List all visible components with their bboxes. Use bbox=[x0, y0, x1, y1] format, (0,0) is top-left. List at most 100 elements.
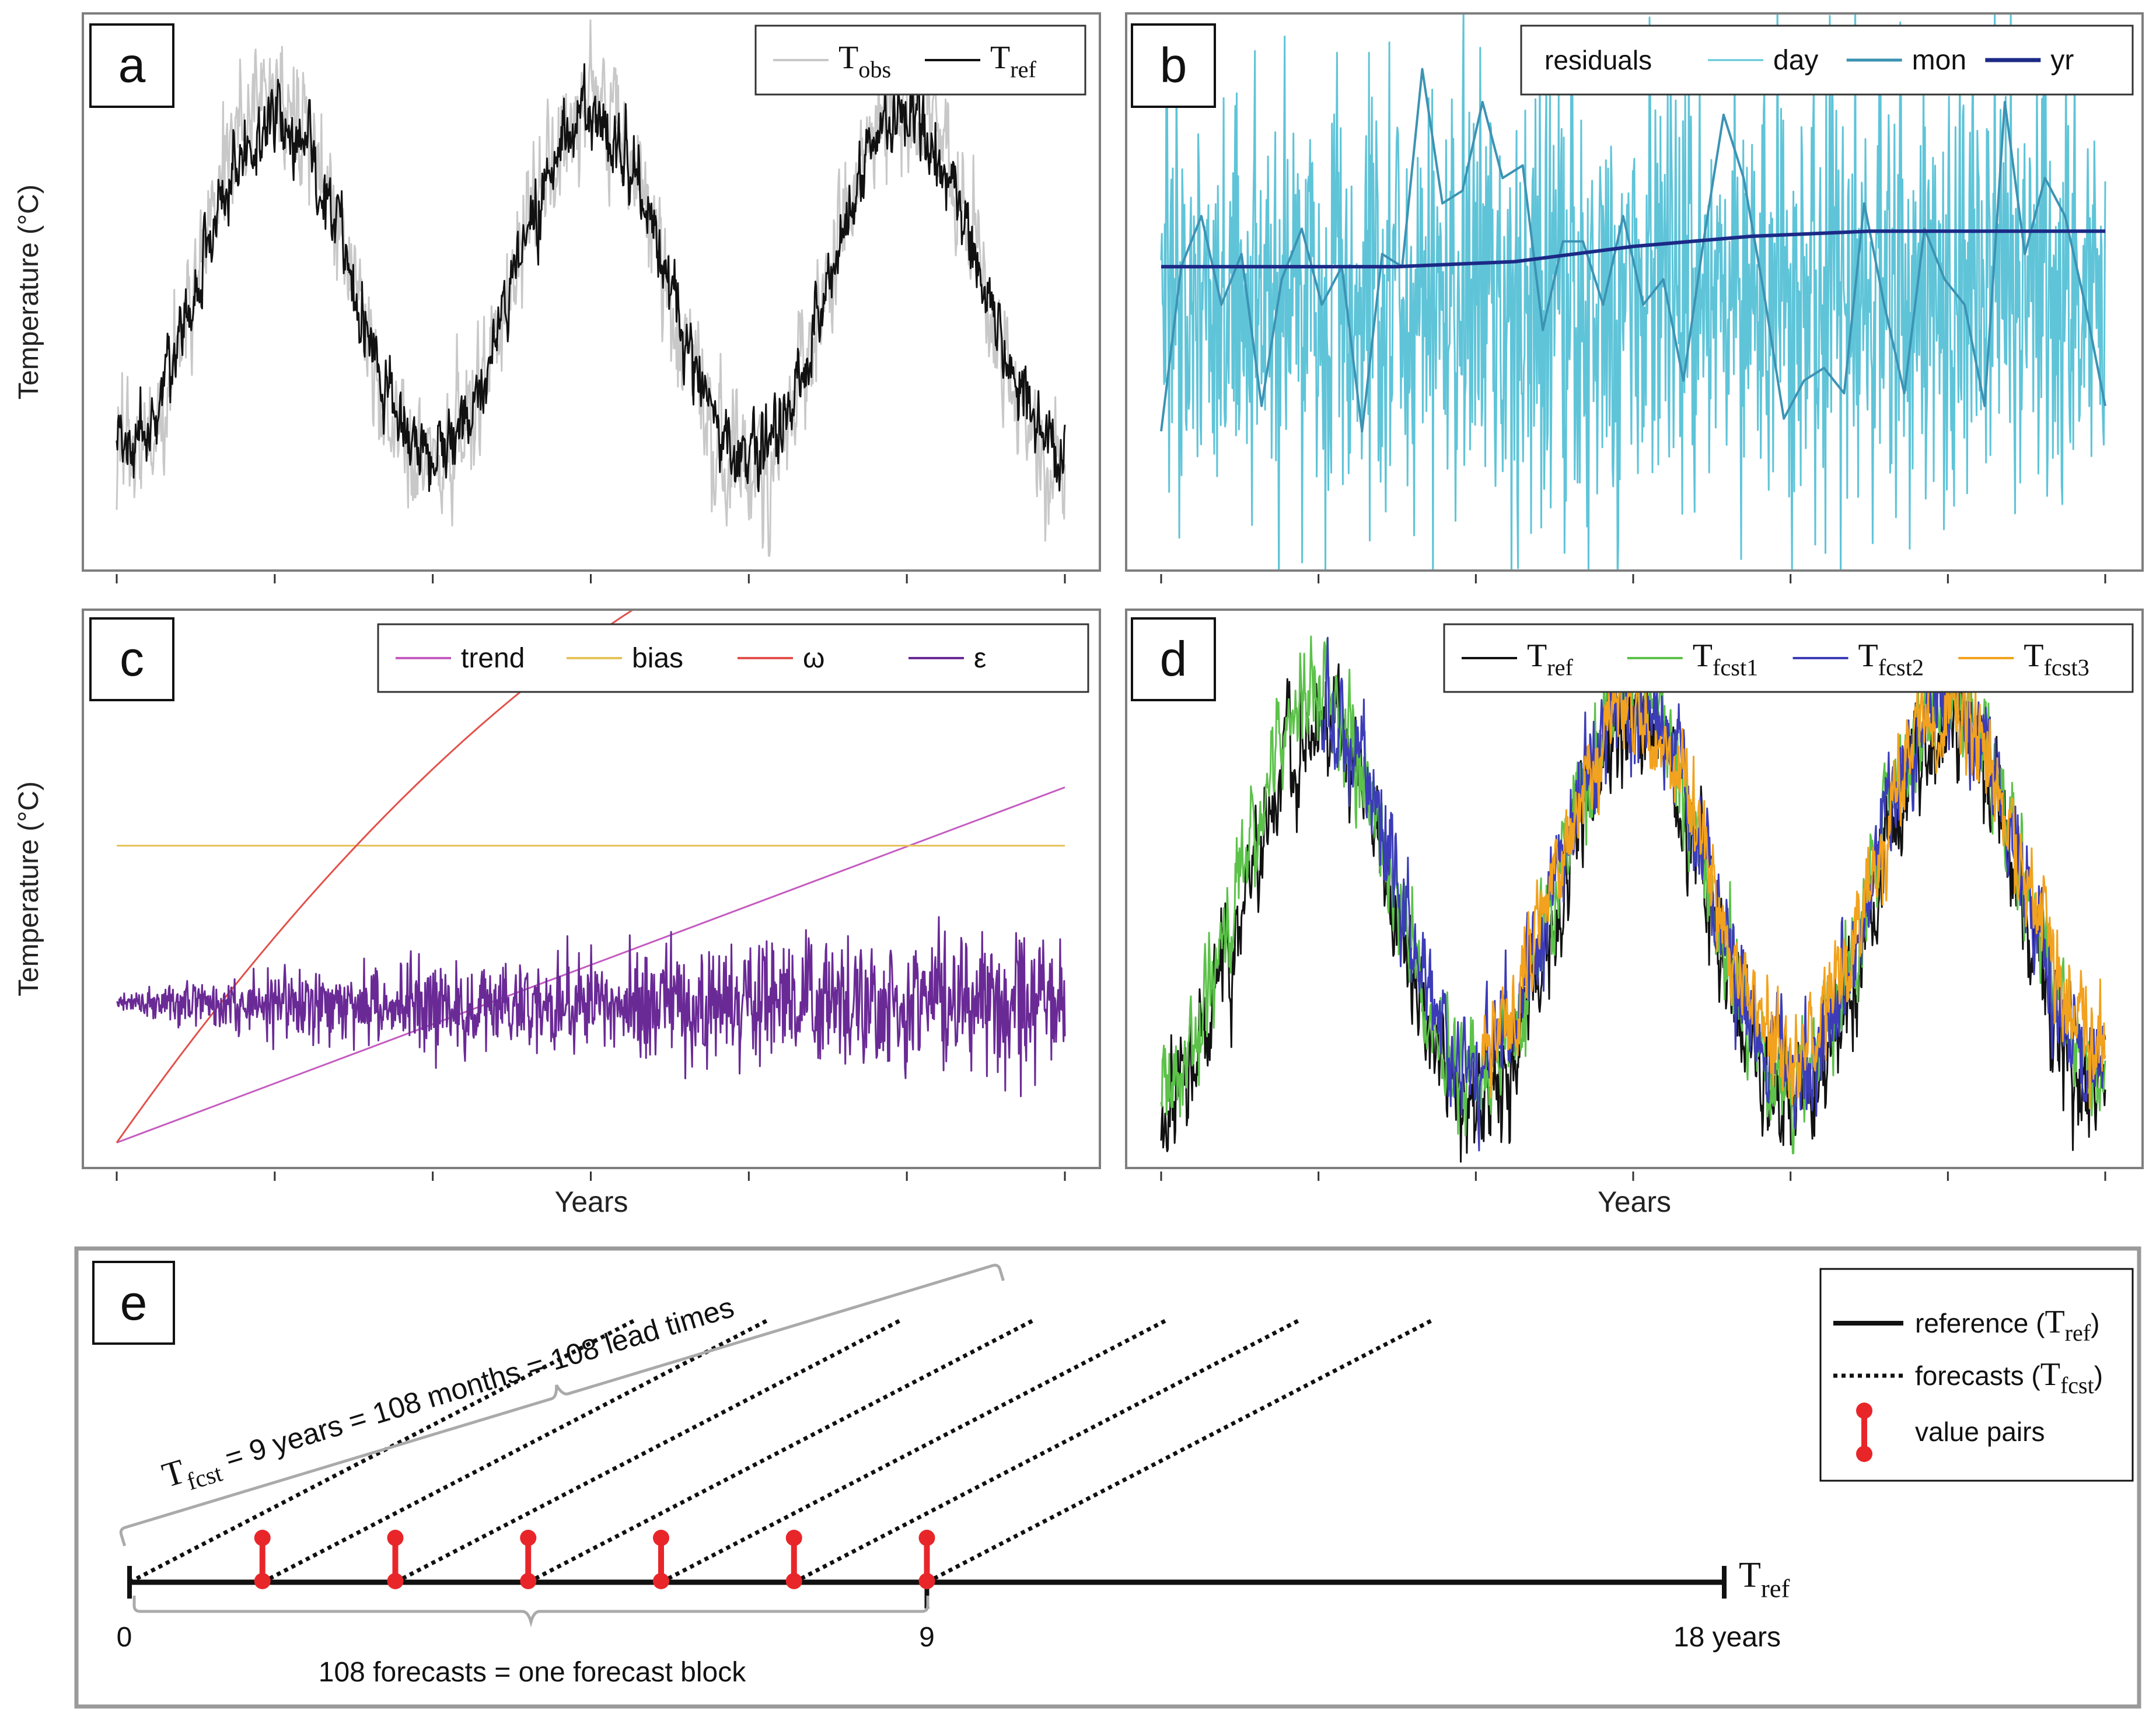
forecast-line-5 bbox=[793, 1317, 1302, 1585]
legend-label-d-3: Tfcst3 bbox=[2024, 638, 2089, 681]
axis-label-0: 0 bbox=[117, 1622, 132, 1653]
legend-label-a-1-sub: ref bbox=[1010, 57, 1036, 83]
legend-pairs-label: value pairs bbox=[1915, 1417, 2045, 1447]
panel-label-a: a bbox=[118, 38, 146, 93]
legend-d: Tref Tfcst1 Tfcst2 Tfcst3 bbox=[1443, 623, 2134, 693]
axis-end-series-label-sub: ref bbox=[1761, 1573, 1790, 1603]
panel-label-box-e bbox=[92, 1261, 175, 1345]
panel-label-b: b bbox=[1160, 38, 1187, 93]
value-pair-top-1 bbox=[387, 1530, 404, 1546]
legend-e: reference (Tref) forecasts (Tfcst) value p… bbox=[1819, 1268, 2134, 1482]
series-b-mon bbox=[1160, 68, 2106, 433]
legend-forecasts-label-close: ) bbox=[2094, 1361, 2103, 1391]
forecast-line-2 bbox=[394, 1317, 903, 1585]
value-pair-top-4 bbox=[785, 1530, 802, 1546]
panel-label-box-a bbox=[89, 23, 174, 108]
legend-label-d-0-sub: ref bbox=[1547, 655, 1573, 681]
legend-label-a-0-base: T bbox=[838, 40, 858, 76]
legend-label-a-0-sub: obs bbox=[858, 57, 891, 83]
legend-reference-label: reference (Tref) bbox=[1915, 1304, 2099, 1346]
legend-pairs-top bbox=[1856, 1403, 1872, 1419]
legend-forecasts-label-base: T bbox=[2040, 1356, 2060, 1393]
legend-box-e bbox=[1819, 1268, 2134, 1482]
forecast-line-0 bbox=[128, 1317, 637, 1585]
legend-pairs-bottom bbox=[1856, 1446, 1872, 1462]
value-pair-bottom-0 bbox=[254, 1573, 271, 1589]
legend-label-a-1-base: T bbox=[990, 40, 1010, 76]
value-pair-bottom-2 bbox=[520, 1573, 537, 1589]
lead-time-brace-group: Tfcst = 9 years = 108 months = 108 lead … bbox=[119, 1264, 1005, 1547]
panel-c-frame bbox=[82, 609, 1101, 1169]
axis-label-18: 18 years bbox=[1673, 1622, 1781, 1653]
lead-time-label-rest: = 9 years = 108 months = 108 lead times bbox=[214, 1291, 738, 1477]
panel-a-plot-area bbox=[116, 19, 1066, 557]
series-a-t-ref bbox=[116, 63, 1066, 492]
panel-d-plot-area bbox=[1160, 631, 2106, 1163]
legend-label-d-2-base: T bbox=[1858, 638, 1878, 674]
panel-label-box-b bbox=[1131, 23, 1216, 108]
value-pair-top-2 bbox=[520, 1530, 537, 1546]
panel-e: e 0 9 18 years Tref 108 forecasts = one forec… bbox=[74, 1246, 2141, 1709]
legend-label-d-3-sub: fcst3 bbox=[2043, 655, 2089, 681]
legend-label-c-3: ε bbox=[974, 643, 986, 674]
forecast-block-label: 108 forecasts = one forecast block bbox=[319, 1657, 746, 1688]
legend-box-c bbox=[377, 623, 1089, 693]
panel-label-box-c bbox=[89, 617, 174, 701]
legend-b: residuals day mon yr bbox=[1520, 25, 2134, 96]
legend-reference-label-close: ) bbox=[2091, 1308, 2099, 1338]
legend-label-d-0: Tref bbox=[1527, 638, 1574, 681]
panel-e-frame bbox=[74, 1246, 2141, 1709]
legend-label-c-0: trend bbox=[461, 643, 525, 674]
legend-label-d-2-sub: fcst2 bbox=[1878, 655, 1924, 681]
legend-label-d-2: Tfcst2 bbox=[1858, 638, 1924, 681]
panel-b: b residuals day mon yr bbox=[1125, 12, 2144, 583]
value-pair-top-3 bbox=[653, 1530, 669, 1546]
value-pair-bottom-3 bbox=[653, 1573, 669, 1589]
x-axis-label-c: Years bbox=[554, 1186, 628, 1218]
legend-label-b-2: yr bbox=[2050, 45, 2074, 76]
y-axis-label-c: Temperature (°C) bbox=[13, 781, 44, 996]
series-d-t-fcst3 bbox=[1481, 644, 2106, 1110]
legend-reference-label-sub: ref bbox=[2065, 1320, 2091, 1346]
legend-label-d-1-base: T bbox=[1693, 638, 1713, 674]
axis-end-series-label: Tref bbox=[1739, 1555, 1790, 1603]
panel-label-c: c bbox=[120, 631, 144, 686]
value-pair-bottom-4 bbox=[785, 1573, 802, 1589]
lead-time-brace bbox=[119, 1264, 1005, 1547]
axis-label-9: 9 bbox=[919, 1622, 935, 1653]
series-b-day bbox=[1160, 15, 2106, 569]
y-axis-label-a: Temperature (°C) bbox=[13, 184, 44, 400]
legend-c: trend bias ω ε bbox=[377, 623, 1089, 693]
legend-forecasts-label: forecasts (Tfcst) bbox=[1915, 1356, 2103, 1398]
legend-title-b: residuals bbox=[1545, 45, 1652, 75]
legend-label-a-0: Tobs bbox=[838, 40, 891, 83]
legend-box-d bbox=[1443, 623, 2134, 693]
forecast-block-brace bbox=[132, 1596, 930, 1628]
legend-forecasts-label-sub: fcst bbox=[2060, 1372, 2094, 1398]
value-pair-top-0 bbox=[254, 1530, 271, 1546]
legend-forecasts-label-text: forecasts ( bbox=[1915, 1361, 2040, 1391]
value-pair-bottom-5 bbox=[918, 1573, 935, 1589]
legend-label-d-1: Tfcst1 bbox=[1693, 638, 1759, 681]
panel-b-plot-area bbox=[1160, 15, 2106, 569]
lead-time-label: Tfcst = 9 years = 108 months = 108 lead … bbox=[158, 1286, 740, 1502]
panel-label-d: d bbox=[1160, 631, 1187, 686]
panel-a: Temperature (°C)a Tobs Tref bbox=[13, 12, 1101, 583]
value-pair-bottom-1 bbox=[387, 1573, 404, 1589]
value-pair-top-5 bbox=[918, 1530, 935, 1546]
legend-label-c-2: ω bbox=[803, 643, 824, 674]
legend-a: Tobs Tref bbox=[754, 25, 1086, 96]
panel-a-frame bbox=[82, 12, 1101, 572]
legend-label-d-3-base: T bbox=[2024, 638, 2043, 674]
legend-label-d-1-sub: fcst1 bbox=[1713, 655, 1758, 681]
panel-label-e: e bbox=[120, 1275, 148, 1330]
legend-label-c-1: bias bbox=[632, 643, 683, 674]
panel-d-frame bbox=[1125, 609, 2144, 1169]
legend-box-b bbox=[1520, 25, 2134, 96]
panel-label-box-d bbox=[1131, 617, 1216, 701]
legend-label-a-1: Tref bbox=[990, 40, 1037, 83]
series-c-epsilon bbox=[116, 916, 1066, 1097]
axis-end-series-label-base: T bbox=[1739, 1555, 1761, 1595]
